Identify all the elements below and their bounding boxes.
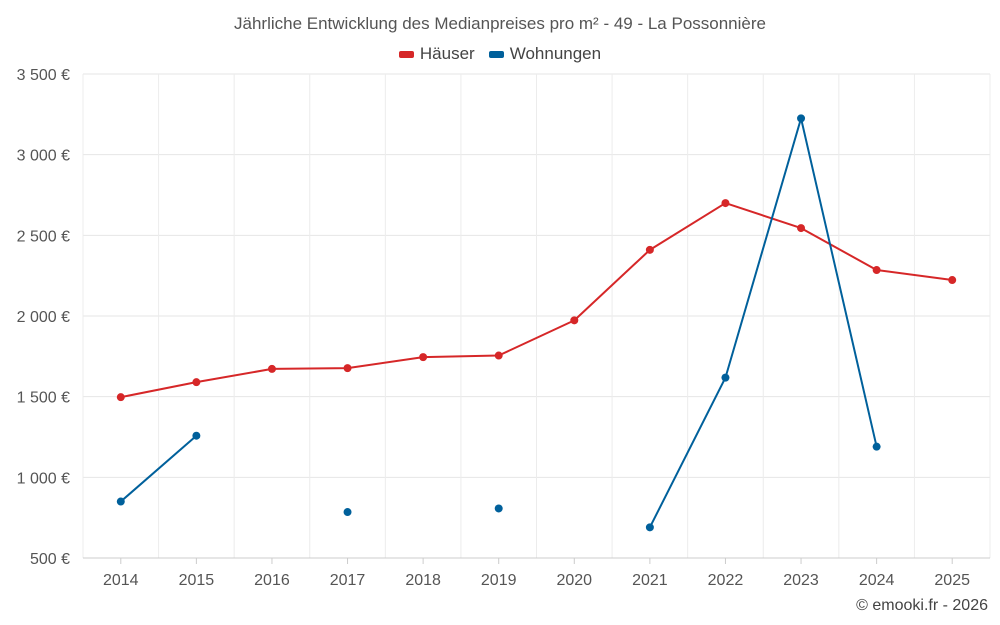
data-point-haeuser [721,199,730,208]
data-point-wohnungen [343,508,352,517]
x-tick-label: 2023 [783,572,819,589]
y-tick-label: 500 € [30,551,70,568]
data-point-wohnungen [872,442,881,451]
data-point-haeuser [267,364,276,373]
data-point-haeuser [645,245,654,254]
data-point-haeuser [948,276,957,285]
data-point-haeuser [192,378,201,387]
legend-swatch-haeuser [398,50,414,58]
data-point-haeuser [872,266,881,275]
chart-legend: Häuser Wohnungen [0,44,1000,64]
data-point-haeuser [419,353,428,362]
series-line-wohnungen [120,434,198,503]
data-point-wohnungen [494,504,503,513]
data-point-wohnungen [116,497,125,506]
x-tick-label: 2025 [934,572,970,589]
legend-item-wohnungen[interactable]: Wohnungen [488,44,602,64]
x-tick-label: 2016 [254,572,290,589]
data-point-haeuser [494,351,503,360]
legend-label-haeuser: Häuser [419,44,475,63]
data-point-wohnungen [192,431,201,440]
data-point-haeuser [797,224,806,233]
x-tick-label: 2014 [103,572,139,589]
x-tick-label: 2017 [330,572,366,589]
credit-text: © emooki.fr - 2026 [856,597,988,614]
data-point-wohnungen [797,114,806,123]
legend-label-wohnungen: Wohnungen [509,44,602,63]
x-tick-label: 2015 [179,572,215,589]
x-tick-label: 2022 [708,572,744,589]
legend-item-haeuser[interactable]: Häuser [398,44,475,64]
x-tick-label: 2024 [859,572,895,589]
chart-title: Jährliche Entwicklung des Medianpreises … [234,14,766,33]
data-point-haeuser [570,316,579,325]
y-tick-label: 1 000 € [17,470,70,487]
x-tick-label: 2018 [405,572,441,589]
series-line-wohnungen [648,117,878,528]
y-tick-label: 3 500 € [17,67,70,84]
y-tick-label: 2 000 € [17,309,70,326]
y-tick-label: 3 000 € [17,148,70,165]
data-point-wohnungen [721,373,730,382]
series-line-haeuser [120,202,953,399]
data-point-haeuser [116,393,125,402]
x-tick-label: 2019 [481,572,517,589]
x-tick-label: 2021 [632,572,668,589]
data-point-wohnungen [645,523,654,532]
y-tick-label: 1 500 € [17,390,70,407]
legend-swatch-wohnungen [488,50,504,58]
x-tick-label: 2020 [556,572,592,589]
data-point-haeuser [343,364,352,373]
y-tick-label: 2 500 € [17,228,70,245]
